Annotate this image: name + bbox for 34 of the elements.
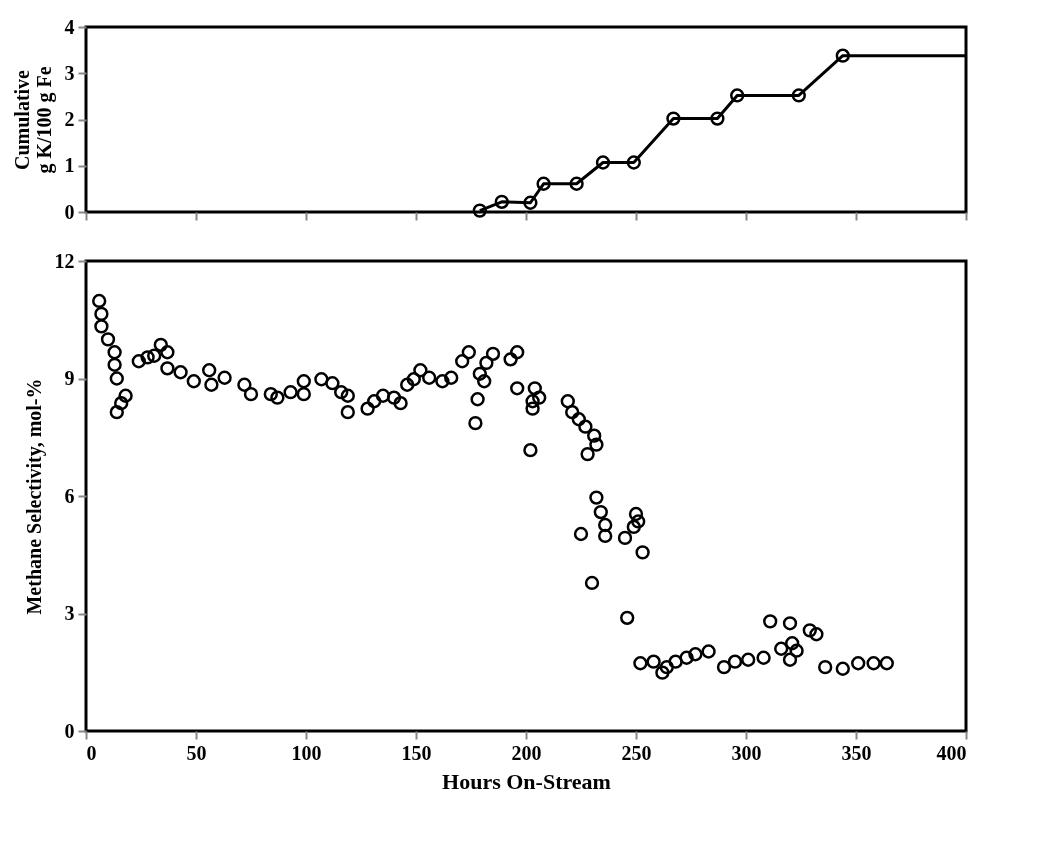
x-tick-label: 200: [511, 741, 542, 764]
point: [666, 111, 681, 126]
x-tick-label: 300: [731, 741, 762, 764]
point: [710, 111, 725, 126]
point: [835, 48, 850, 63]
x-tick-label: 400: [936, 741, 967, 764]
point: [494, 194, 509, 209]
y-tick-label: 0: [64, 200, 75, 223]
point: [472, 203, 487, 218]
point: [523, 195, 538, 210]
x-tick-label: 250: [621, 741, 652, 764]
y-tick-label: 1: [64, 154, 75, 177]
y-tick-label: 6: [64, 484, 75, 507]
y-tick-label: 9: [64, 367, 75, 389]
y-tick-label: 4: [64, 15, 75, 38]
y-tick-label: 3: [64, 602, 75, 624]
x-tick-label: 350: [841, 741, 872, 764]
y-tick-label: 12: [54, 249, 75, 272]
point: [626, 155, 641, 170]
point: [730, 88, 745, 103]
y-tick-label: 2: [64, 108, 75, 130]
point: [791, 88, 806, 103]
point: [536, 176, 551, 191]
y-axis-title: Methane Selectivity, mol-%: [22, 378, 46, 615]
x-tick-label: 0: [86, 741, 97, 764]
x-tick-label: 150: [401, 741, 432, 764]
y-tick-label: 0: [64, 719, 75, 742]
x-tick-label: 50: [186, 741, 207, 764]
point: [569, 176, 584, 191]
y-axis-title: Cumulative g K/100 g Fe: [10, 66, 56, 174]
x-tick-label: 100: [291, 741, 322, 764]
point: [595, 155, 611, 170]
y-tick-label: 3: [64, 61, 75, 84]
x-axis-title: Hours On-Stream: [442, 768, 611, 794]
